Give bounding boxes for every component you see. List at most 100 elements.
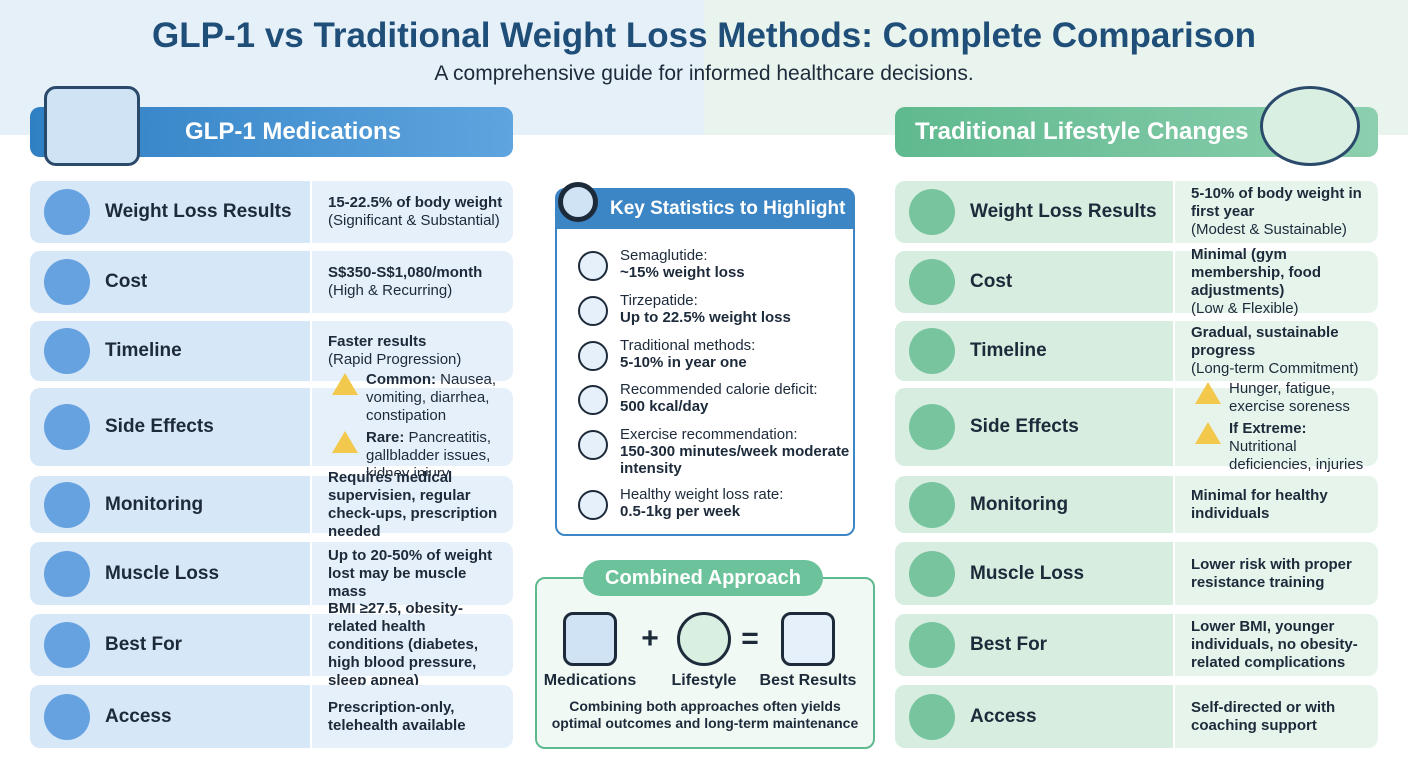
row-icon <box>909 622 955 668</box>
detail-main: Gradual, sustainable progress <box>1191 324 1339 359</box>
row-label: Monitoring <box>895 476 1175 533</box>
detail-sub: (Long-term Commitment) <box>1191 360 1359 377</box>
item-tag: If Extreme: <box>1229 420 1307 437</box>
stat-value: 0.5-1kg per week <box>620 503 741 520</box>
row-label: Timeline <box>895 321 1175 381</box>
stat-icon <box>578 385 608 415</box>
row-icon <box>44 622 90 668</box>
stat-item: Healthy weight loss rate: 0.5-1kg per wee… <box>620 486 850 520</box>
comparison-row: Muscle Loss Up to 20-50% of weight lost m… <box>30 542 513 605</box>
magnifier-icon <box>558 182 598 222</box>
warning-icon <box>1195 422 1221 444</box>
stat-icon <box>578 251 608 281</box>
row-detail: Gradual, sustainable progress (Long-term … <box>1175 321 1378 381</box>
row-detail: Requires medical supervisien, regular ch… <box>312 469 513 540</box>
comparison-row: Access Prescription-only, telehealth avai… <box>30 685 513 748</box>
detail-main: Up to 20-50% of weight lost may be muscl… <box>328 546 493 600</box>
item-tag: Rare: <box>366 429 405 446</box>
detail-sub: (Modest & Sustainable) <box>1191 221 1347 238</box>
item-text: Hunger, fatigue, exercise soreness <box>1229 380 1350 415</box>
row-detail: Faster results (Rapid Progression) <box>312 321 513 381</box>
item-text: Nausea, vomiting, diarrhea, constipation <box>366 371 497 424</box>
row-icon <box>44 189 90 235</box>
stats-title: Key Statistics to Highlight <box>556 189 854 229</box>
combined-icon <box>677 612 731 666</box>
row-label: Monitoring <box>30 476 312 533</box>
detail-main: Lower BMI, younger individuals, no obesi… <box>1191 618 1358 671</box>
row-detail: Hunger, fatigue, exercise soreness If Ext… <box>1175 380 1378 473</box>
combined-icon <box>781 612 835 666</box>
row-icon <box>909 328 955 374</box>
subtitle: A comprehensive guide for informed healt… <box>434 62 974 85</box>
row-icon <box>44 550 90 597</box>
comparison-row: Weight Loss Results 5-10% of body weight … <box>895 181 1378 243</box>
detail-sub: (Rapid Progression) <box>328 351 462 368</box>
stat-label: Semaglutide: <box>620 247 708 264</box>
warning-icon <box>332 431 358 453</box>
comparison-row: Side Effects Hunger, fatigue, exercise so… <box>895 380 1378 473</box>
row-detail: Lower BMI, younger individuals, no obesi… <box>1175 614 1378 676</box>
combined-icon <box>563 612 617 666</box>
comparison-row: Side Effects Common: Nausea, vomiting, di… <box>30 371 513 482</box>
row-icon <box>44 259 90 305</box>
stat-icon <box>578 296 608 326</box>
row-detail: 15-22.5% of body weight (Significant & Su… <box>312 181 513 243</box>
detail-main: Minimal for healthy individuals <box>1191 486 1328 522</box>
row-detail: S$350-S$1,080/month (High & Recurring) <box>312 251 513 313</box>
row-icon <box>909 259 955 305</box>
row-label: Best For <box>895 614 1175 676</box>
row-detail: Lower risk with proper resistance traini… <box>1175 542 1378 605</box>
stat-icon <box>578 341 608 371</box>
row-icon <box>909 404 955 450</box>
title: GLP-1 vs Traditional Weight Loss Methods… <box>152 16 1256 55</box>
row-icon <box>44 328 90 374</box>
row-detail: Minimal (gym membership, food adjustment… <box>1175 246 1378 317</box>
comparison-row: Best For Lower BMI, younger individuals, … <box>895 614 1378 676</box>
item-text: Nutritional deficiencies, injuries <box>1229 438 1364 473</box>
stat-label: Exercise recommendation: <box>620 426 798 443</box>
stat-value: ~15% weight loss <box>620 264 745 281</box>
row-icon <box>909 550 955 597</box>
row-detail: BMI ≥27.5, obesity-related health condit… <box>312 600 513 689</box>
row-icon <box>909 693 955 740</box>
stat-item: Exercise recommendation: 150-300 minutes/… <box>620 426 850 477</box>
stat-item: Traditional methods: 5-10% in year one <box>620 337 850 371</box>
stat-icon <box>578 430 608 460</box>
stat-label: Healthy weight loss rate: <box>620 486 784 503</box>
row-label: Muscle Loss <box>30 542 312 605</box>
row-icon <box>44 404 90 450</box>
comparison-row: Cost Minimal (gym membership, food adjust… <box>895 246 1378 317</box>
stat-value: 5-10% in year one <box>620 354 747 371</box>
comparison-row: Best For BMI ≥27.5, obesity-related healt… <box>30 600 513 689</box>
warning-icon <box>332 373 358 395</box>
stat-item: Tirzepatide: Up to 22.5% weight loss <box>620 292 850 326</box>
detail-main: BMI ≥27.5, obesity-related health condit… <box>328 600 479 689</box>
row-icon <box>44 693 90 740</box>
row-detail: Minimal for healthy individuals <box>1175 476 1378 533</box>
detail-main: S$350-S$1,080/month <box>328 264 483 281</box>
combined-label: Best Results <box>759 672 857 689</box>
row-label: Timeline <box>30 321 312 381</box>
stat-icon <box>578 490 608 520</box>
stat-value: 500 kcal/day <box>620 398 709 415</box>
comparison-row: Monitoring Minimal for healthy individual… <box>895 476 1378 533</box>
combined-label: Medications <box>543 672 637 689</box>
comparison-row: Cost S$350-S$1,080/month (High & Recurring… <box>30 251 513 313</box>
row-label: Weight Loss Results <box>895 181 1175 243</box>
detail-main: Faster results <box>328 333 427 350</box>
row-label: Access <box>30 685 312 748</box>
stat-label: Tirzepatide: <box>620 292 698 309</box>
row-icon <box>909 189 955 235</box>
row-detail: 5-10% of body weight in first year (Modes… <box>1175 181 1378 243</box>
detail-main: Self-directed or with coaching support <box>1191 698 1336 734</box>
detail-item: Hunger, fatigue, exercise soreness <box>1191 380 1368 416</box>
comparison-row: Timeline Gradual, sustainable progress (Lo… <box>895 321 1378 381</box>
detail-main: Minimal (gym membership, food adjustment… <box>1191 246 1322 299</box>
combined-operator: = <box>741 622 759 655</box>
row-label: Weight Loss Results <box>30 181 312 243</box>
stat-label: Recommended calorie deficit: <box>620 381 818 398</box>
row-icon <box>909 481 955 528</box>
warning-icon <box>1195 382 1221 404</box>
row-detail: Self-directed or with coaching support <box>1175 685 1378 748</box>
